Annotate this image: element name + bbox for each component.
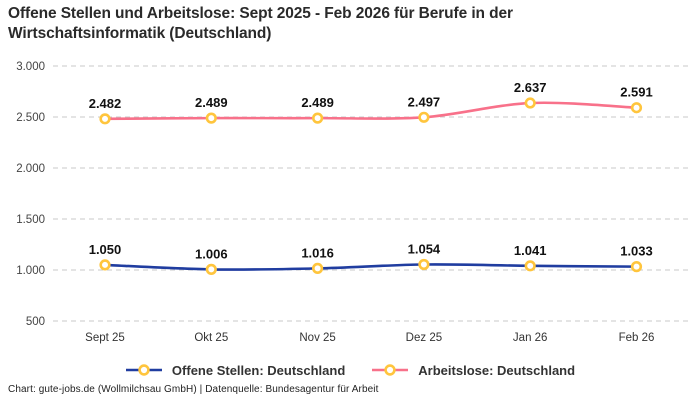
data-point-label: 1.016 — [301, 245, 334, 260]
data-point-marker — [205, 263, 217, 275]
series-0: 1.050 1.006 1.016 1.054 1.041 1.033 — [89, 241, 653, 275]
data-point-marker — [205, 112, 217, 124]
x-tick-label: Nov 25 — [299, 332, 335, 344]
data-point-marker — [312, 262, 324, 274]
data-point-marker — [630, 261, 643, 273]
y-tick-label: 3.000 — [16, 61, 45, 73]
data-point-label: 2.489 — [301, 95, 334, 110]
legend-item-arbeitslose[interactable]: Arbeitslose: Deutschland — [371, 362, 575, 378]
data-point-marker — [312, 112, 324, 124]
legend-label: Arbeitslose: Deutschland — [418, 362, 576, 378]
legend: Offene Stellen: Deutschland Arbeitslose:… — [0, 362, 700, 378]
data-point-label: 1.054 — [408, 241, 441, 256]
legend-item-offene-stellen[interactable]: Offene Stellen: Deutschland — [125, 362, 345, 378]
data-point-label: 1.006 — [195, 246, 228, 261]
chart-title: Offene Stellen und Arbeitslose: Sept 202… — [8, 5, 513, 42]
x-tick-label: Okt 25 — [194, 332, 228, 344]
y-tick-label: 2.500 — [16, 112, 45, 124]
data-point-label: 1.050 — [89, 242, 122, 257]
x-tick-label: Dez 25 — [406, 332, 442, 344]
data-point-label: 1.041 — [514, 243, 547, 258]
data-point-label: 2.489 — [195, 95, 228, 110]
series-1: 2.482 2.489 2.489 2.497 2.637 2.591 — [89, 80, 653, 125]
x-tick-label: Feb 26 — [619, 332, 655, 344]
legend-label: Offene Stellen: Deutschland — [171, 362, 346, 378]
source-attribution: Chart: gute-jobs.de (Wollmilchsau GmbH) … — [8, 384, 379, 395]
y-tick-label: 2.000 — [16, 163, 45, 175]
line-chart: 500 1.000 1.500 2.000 2.500 3.000 Sept 25 Okt 2… — [16, 61, 689, 344]
line-marker-swatch-icon — [372, 364, 409, 376]
y-tick-label: 1.500 — [16, 214, 45, 226]
data-point-marker — [524, 260, 536, 272]
data-point-label: 2.497 — [408, 94, 441, 109]
data-point-label: 2.637 — [514, 80, 547, 95]
data-point-marker — [418, 111, 430, 123]
data-point-marker — [630, 102, 643, 114]
x-tick-label: Sept 25 — [85, 332, 125, 344]
data-point-label: 2.591 — [620, 85, 653, 100]
line-marker-swatch-icon — [125, 364, 162, 376]
y-axis-labels: 500 1.000 1.500 2.000 2.500 3.000 — [16, 61, 45, 328]
x-tick-label: Jan 26 — [513, 332, 548, 344]
x-axis-labels: Sept 25 Okt 25 Nov 25 Dez 25 Jan 26 Feb 26 — [85, 332, 654, 344]
y-tick-label: 500 — [26, 316, 45, 328]
data-point-marker — [99, 113, 111, 125]
series-line — [103, 101, 638, 121]
data-point-label: 2.482 — [89, 96, 122, 111]
data-point-marker — [99, 259, 111, 271]
data-point-marker — [524, 97, 536, 109]
data-point-marker — [418, 258, 430, 271]
data-point-label: 1.033 — [620, 244, 653, 259]
gridlines — [53, 65, 689, 322]
y-tick-label: 1.000 — [16, 265, 45, 277]
series-line — [103, 263, 638, 271]
